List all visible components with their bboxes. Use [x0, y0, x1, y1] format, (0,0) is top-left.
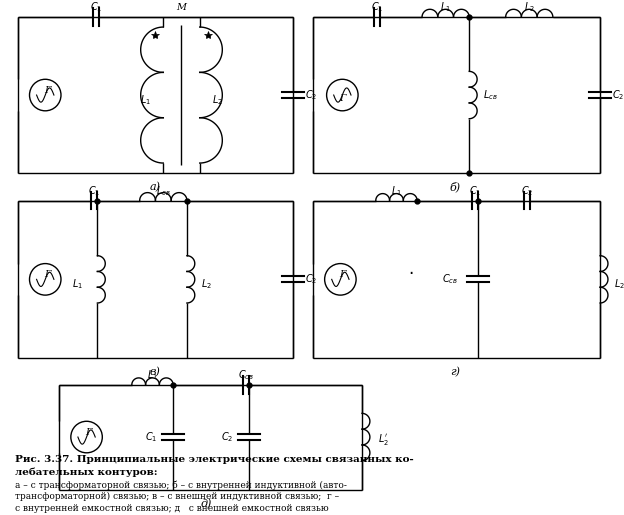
Text: $C_2$: $C_2$ [221, 430, 233, 444]
Text: с внутренней емкостной связью; д   с внешней емкостной связью: с внутренней емкостной связью; д с внешн… [15, 504, 328, 513]
Text: $C_2$: $C_2$ [305, 88, 317, 102]
Text: $L_1$: $L_1$ [147, 368, 158, 382]
Text: а – с трансформаторной связью; б – с внутренней индуктивной (авто-: а – с трансформаторной связью; б – с вну… [15, 480, 346, 490]
Text: $C_1$: $C_1$ [469, 184, 481, 198]
Text: $L_2$: $L_2$ [201, 278, 212, 291]
Text: Г: Г [339, 270, 346, 279]
Text: $L_2$: $L_2$ [614, 278, 624, 291]
Text: $L_2'$: $L_2'$ [378, 433, 389, 448]
Text: $C_1$: $C_1$ [90, 1, 102, 14]
Text: .: . [409, 261, 414, 279]
Text: Рис. 3.37. Принципиальные электрические схемы связанных ко-: Рис. 3.37. Принципиальные электрические … [15, 455, 414, 464]
Text: $C_1$: $C_1$ [371, 1, 383, 14]
Text: $C_1$: $C_1$ [88, 184, 100, 198]
Text: $L_1$: $L_1$ [440, 1, 451, 14]
Text: $C_1$: $C_1$ [145, 430, 158, 444]
Text: $C_2$: $C_2$ [612, 88, 624, 102]
Text: $L_{св}$: $L_{св}$ [484, 88, 499, 102]
Text: Г: Г [85, 427, 92, 437]
Text: лебательных контуров:: лебательных контуров: [15, 468, 157, 477]
Text: в): в) [150, 367, 161, 377]
Text: Г: Г [44, 85, 51, 95]
Text: $L_2$: $L_2$ [524, 1, 535, 14]
Text: $C_{св}$: $C_{св}$ [238, 368, 254, 382]
Text: б): б) [450, 181, 461, 192]
Text: д): д) [201, 499, 212, 509]
Text: $C_{св}$: $C_{св}$ [442, 272, 459, 286]
Text: $L_1$: $L_1$ [140, 93, 151, 107]
Text: $C_2$: $C_2$ [521, 184, 534, 198]
Text: Г: Г [339, 94, 346, 102]
Text: Г: Г [44, 270, 51, 279]
Text: $L_1$: $L_1$ [391, 184, 402, 198]
Text: $L_2$: $L_2$ [212, 93, 223, 107]
Text: а): а) [150, 182, 161, 192]
Text: трансформаторной) связью; в – с внешней индуктивной связью;  г –: трансформаторной) связью; в – с внешней … [15, 492, 339, 502]
Text: г): г) [451, 367, 461, 377]
Text: M: M [176, 3, 186, 12]
Text: $C_2$: $C_2$ [305, 272, 317, 286]
Text: $L_1$: $L_1$ [72, 278, 83, 291]
Text: $L_{св}$: $L_{св}$ [156, 184, 171, 198]
